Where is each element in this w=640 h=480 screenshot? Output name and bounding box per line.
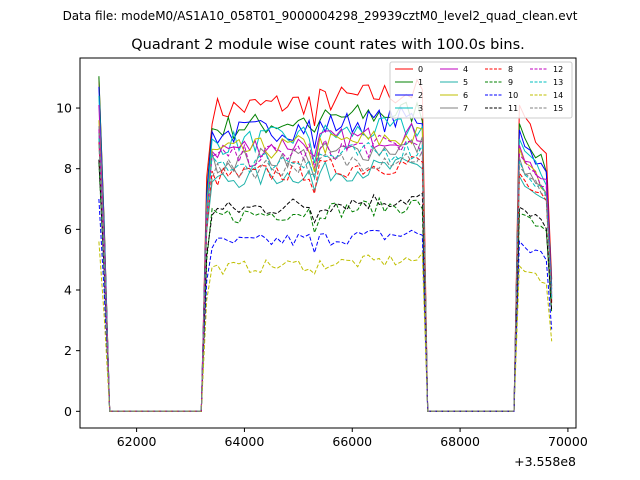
series-line-15 bbox=[98, 144, 553, 412]
x-axis-offset-label: +3.558e8 bbox=[514, 454, 576, 469]
y-tick-label: 6 bbox=[64, 222, 72, 237]
legend-label-10: 10 bbox=[508, 91, 518, 100]
legend-label-9: 9 bbox=[508, 78, 513, 87]
x-tick-label: 70000 bbox=[548, 434, 588, 449]
legend-label-13: 13 bbox=[553, 78, 563, 87]
legend-label-4: 4 bbox=[463, 65, 468, 74]
legend-label-14: 14 bbox=[553, 91, 563, 100]
y-tick-label: 8 bbox=[64, 161, 72, 176]
series-line-8 bbox=[98, 141, 553, 412]
plot-area bbox=[98, 76, 553, 412]
legend-label-5: 5 bbox=[463, 78, 468, 87]
x-tick-label: 68000 bbox=[440, 434, 480, 449]
legend-label-0: 0 bbox=[418, 65, 423, 74]
legend-label-7: 7 bbox=[463, 104, 468, 113]
chart-title: Quadrant 2 module wise count rates with … bbox=[131, 37, 525, 53]
legend-label-12: 12 bbox=[553, 65, 563, 74]
legend-box bbox=[389, 61, 573, 119]
series-line-9 bbox=[98, 162, 553, 412]
plot-frame bbox=[79, 57, 577, 429]
series-line-10 bbox=[98, 198, 553, 412]
x-tick-label: 66000 bbox=[332, 434, 372, 449]
y-axis: 0 2 4 6 8 10 bbox=[56, 101, 80, 419]
series-line-13 bbox=[98, 138, 553, 412]
series-line-2 bbox=[98, 86, 553, 412]
y-tick-label: 0 bbox=[64, 404, 72, 419]
series-layer bbox=[98, 76, 553, 412]
y-tick-label: 10 bbox=[56, 101, 72, 116]
y-tick-label: 4 bbox=[64, 283, 72, 298]
series-line-6 bbox=[98, 120, 553, 412]
x-tick-label: 62000 bbox=[117, 434, 157, 449]
legend-label-15: 15 bbox=[553, 104, 563, 113]
legend-label-6: 6 bbox=[463, 91, 468, 100]
y-tick-label: 2 bbox=[64, 343, 72, 358]
series-line-14 bbox=[98, 241, 553, 412]
legend-label-1: 1 bbox=[418, 78, 423, 87]
legend-label-3: 3 bbox=[418, 104, 423, 113]
legend-label-2: 2 bbox=[418, 91, 423, 100]
legend-label-11: 11 bbox=[508, 104, 518, 113]
x-tick-label: 64000 bbox=[225, 434, 265, 449]
chart-suptitle: Data file: modeM0/AS1A10_058T01_90000042… bbox=[63, 9, 578, 23]
x-axis: 62000 64000 66000 68000 70000 bbox=[117, 428, 588, 449]
legend-label-8: 8 bbox=[508, 65, 513, 74]
series-line-11 bbox=[98, 159, 553, 412]
